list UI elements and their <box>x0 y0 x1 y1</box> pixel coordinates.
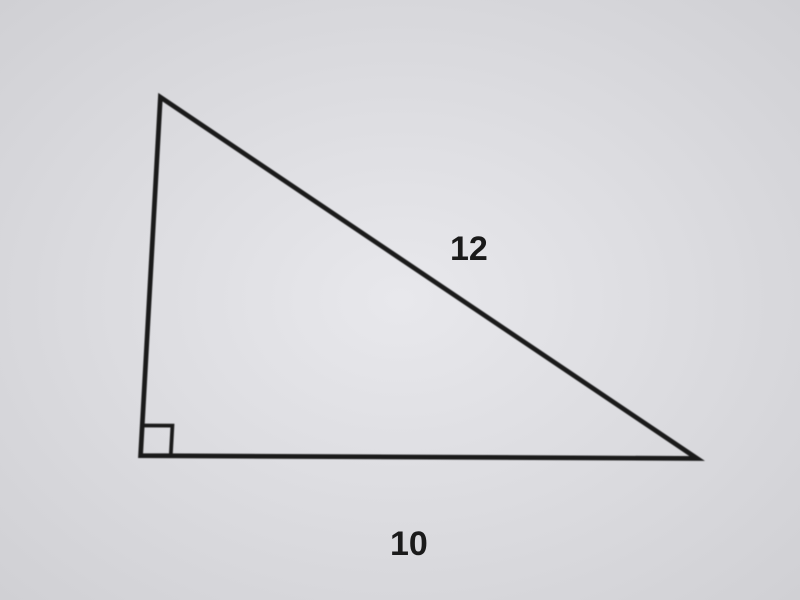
hypotenuse-label: 12 <box>450 230 488 269</box>
triangle-diagram: 12 10 <box>50 50 750 550</box>
triangle-svg <box>50 50 750 550</box>
right-angle-marker <box>142 426 172 456</box>
right-triangle-shape <box>141 97 698 458</box>
base-label: 10 <box>390 525 428 564</box>
